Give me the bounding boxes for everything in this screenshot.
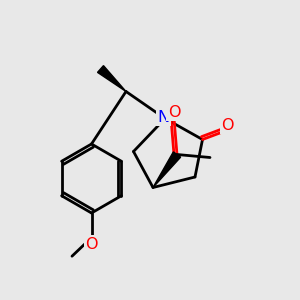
Text: N: N xyxy=(158,110,169,124)
Polygon shape xyxy=(98,66,126,92)
Text: O: O xyxy=(168,105,180,120)
Polygon shape xyxy=(153,152,181,188)
Text: O: O xyxy=(221,118,233,133)
Text: O: O xyxy=(85,237,98,252)
